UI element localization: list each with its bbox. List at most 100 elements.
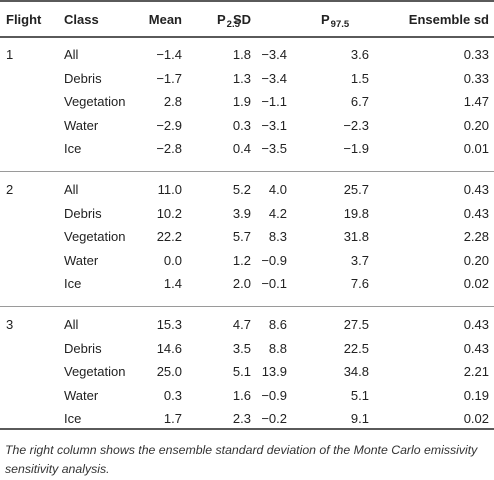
cell-p-high: 25.7 <box>343 182 369 197</box>
header-sd: SD <box>232 12 251 27</box>
cell-p-low: −0.9 <box>261 387 287 403</box>
cell-p-low: 8.3 <box>268 229 287 244</box>
table-caption: The right column shows the ensemble stan… <box>5 443 478 476</box>
cell-mean: −1.7 <box>156 70 182 86</box>
cell-p-high: 3.6 <box>350 47 369 62</box>
table-bottom-rule <box>0 428 494 430</box>
cell-p-low: 4.2 <box>268 205 287 221</box>
cell-mean: 0.0 <box>163 252 182 268</box>
cell-mean: 0.3 <box>163 387 182 403</box>
cell-class: Debris <box>64 70 102 86</box>
header-class: Class <box>64 12 99 27</box>
cell-mean: −1.4 <box>156 47 182 62</box>
cell-sd: 2.3 <box>232 411 251 426</box>
cell-sd: 1.9 <box>232 94 251 109</box>
cell-p-low: 4.0 <box>268 182 287 197</box>
cell-p-high: 31.8 <box>343 229 369 244</box>
cell-ensemble-sd: 0.19 <box>463 387 489 403</box>
cell-p-low: −3.4 <box>261 70 287 86</box>
cell-ensemble-sd: 1.47 <box>463 94 489 109</box>
cell-p-low: −0.9 <box>261 252 287 268</box>
header-ensemble-sd: Ensemble sd <box>408 12 489 27</box>
cell-sd: 3.9 <box>232 205 251 221</box>
cell-class: Ice <box>64 411 82 426</box>
cell-ensemble-sd: 0.20 <box>463 252 489 268</box>
cell-sd: 1.2 <box>232 252 251 268</box>
table-top-rule <box>0 0 494 2</box>
cell-class: Ice <box>64 141 82 156</box>
cell-p-high: 3.7 <box>350 252 369 268</box>
cell-p-low: −1.1 <box>261 94 287 109</box>
cell-mean: 10.2 <box>156 205 182 221</box>
header-p-low: P2.5 <box>217 12 240 30</box>
cell-ensemble-sd: 0.43 <box>463 317 489 332</box>
cell-class: Vegetation <box>64 94 126 109</box>
cell-p-high: 9.1 <box>350 411 369 426</box>
cell-mean: 22.2 <box>156 229 182 244</box>
cell-sd: 1.6 <box>232 387 251 403</box>
cell-sd: 5.7 <box>232 229 251 244</box>
header-p-high-letter: P <box>321 12 330 27</box>
header-mean: Mean <box>148 12 182 27</box>
cell-ensemble-sd: 0.33 <box>463 70 489 86</box>
header-flight: Flight <box>6 12 42 27</box>
header-p-high-subscript: 97.5 <box>330 19 350 30</box>
cell-p-high: −2.3 <box>343 117 369 133</box>
group-separator <box>0 171 494 172</box>
cell-p-high: 1.5 <box>350 70 369 86</box>
cell-ensemble-sd: 0.02 <box>463 276 489 291</box>
cell-flight: 1 <box>6 47 14 62</box>
cell-mean: −2.8 <box>156 141 182 156</box>
cell-class: Ice <box>64 276 82 291</box>
cell-class: Vegetation <box>64 364 126 379</box>
cell-p-high: 5.1 <box>350 387 369 403</box>
cell-p-high: 6.7 <box>350 94 369 109</box>
cell-mean: 11.0 <box>157 182 182 197</box>
cell-ensemble-sd: 0.02 <box>463 411 489 426</box>
cell-p-high: 19.8 <box>343 205 369 221</box>
cell-mean: 2.8 <box>163 94 182 109</box>
cell-mean: 1.4 <box>163 276 182 291</box>
cell-ensemble-sd: 0.43 <box>463 182 489 197</box>
cell-p-low: −3.4 <box>261 47 287 62</box>
cell-sd: 4.7 <box>232 317 251 332</box>
cell-ensemble-sd: 0.01 <box>463 141 489 156</box>
cell-sd: 5.2 <box>232 182 251 197</box>
cell-p-low: −0.2 <box>261 411 287 426</box>
cell-mean: −2.9 <box>156 117 182 133</box>
cell-class: Debris <box>64 205 102 221</box>
cell-sd: 3.5 <box>232 340 251 356</box>
cell-p-high: 34.8 <box>343 364 369 379</box>
cell-p-high: −1.9 <box>343 141 369 156</box>
cell-class: Water <box>64 117 99 133</box>
cell-p-low: 8.6 <box>268 317 287 332</box>
cell-p-low: −0.1 <box>261 276 287 291</box>
cell-flight: 3 <box>6 317 14 332</box>
cell-class: All <box>64 317 79 332</box>
cell-sd: 0.3 <box>232 117 251 133</box>
cell-ensemble-sd: 0.43 <box>463 340 489 356</box>
cell-mean: 15.3 <box>156 317 182 332</box>
cell-sd: 2.0 <box>232 276 251 291</box>
cell-class: Water <box>64 387 99 403</box>
cell-class: Debris <box>64 340 102 356</box>
header-bottom-rule <box>0 36 494 38</box>
cell-p-low: 8.8 <box>268 340 287 356</box>
cell-sd: 1.8 <box>232 47 251 62</box>
cell-flight: 2 <box>6 182 14 197</box>
cell-p-high: 22.5 <box>343 340 369 356</box>
cell-ensemble-sd: 0.43 <box>463 205 489 221</box>
header-p-high: P97.5 <box>321 12 350 30</box>
cell-sd: 1.3 <box>232 70 251 86</box>
cell-p-low: 13.9 <box>261 364 287 379</box>
cell-mean: 1.7 <box>163 411 182 426</box>
cell-ensemble-sd: 0.33 <box>463 47 489 62</box>
cell-p-low: −3.5 <box>261 141 287 156</box>
header-p-low-subscript: 2.5 <box>226 19 240 30</box>
cell-ensemble-sd: 0.20 <box>463 117 489 133</box>
cell-class: Water <box>64 252 99 268</box>
cell-p-high: 7.6 <box>350 276 369 291</box>
cell-sd: 0.4 <box>232 141 251 156</box>
cell-class: Vegetation <box>64 229 126 244</box>
cell-class: All <box>64 182 79 197</box>
